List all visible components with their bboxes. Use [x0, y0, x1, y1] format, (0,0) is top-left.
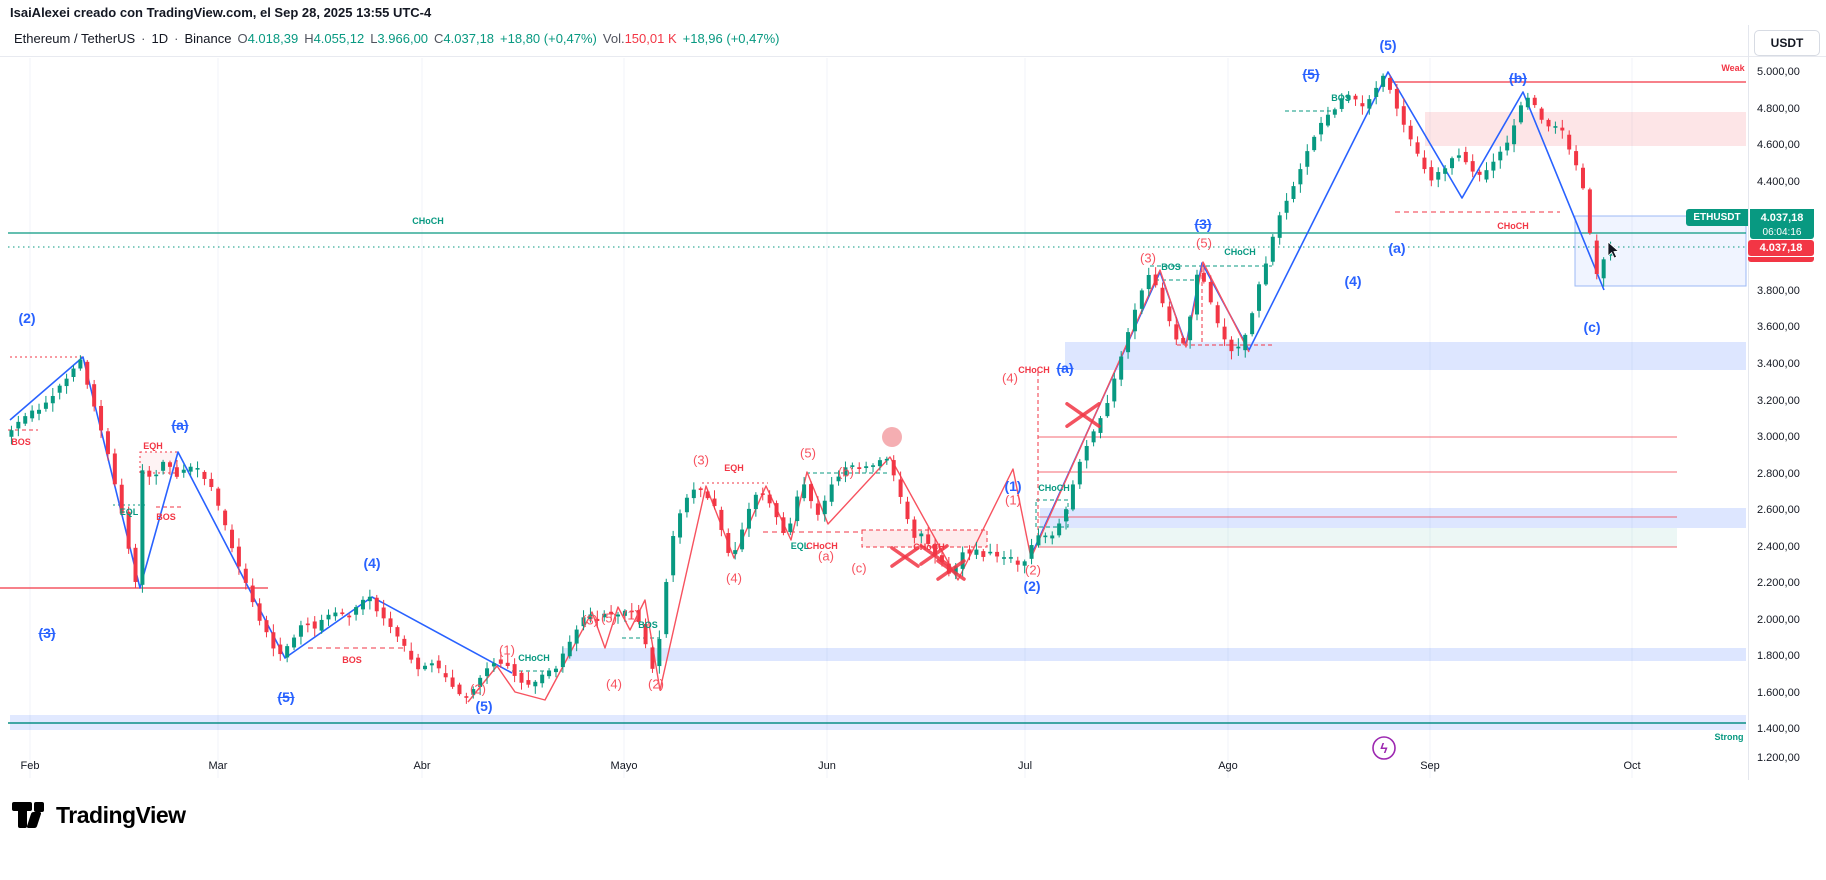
tradingview-logo-icon: [12, 800, 48, 830]
header-divider: [0, 56, 1826, 57]
price-axis-label[interactable]: 3.400,00: [1757, 358, 1800, 370]
time-axis-label[interactable]: Oct: [1623, 760, 1641, 772]
attribution-text: IsaiAlexei creado con TradingView.com, e…: [10, 5, 432, 20]
tradingview-logo-text: TradingView: [56, 801, 186, 828]
separator: ·: [174, 31, 179, 46]
price-axis-label[interactable]: 1.400,00: [1757, 723, 1800, 735]
invalidation-x-mark[interactable]: [919, 544, 949, 566]
supply-demand-zone[interactable]: [562, 648, 1746, 661]
time-axis-label[interactable]: Feb: [20, 760, 40, 772]
symbol-price-label: ETHUSDT: [1686, 209, 1748, 226]
time-axis-label[interactable]: Sep: [1420, 760, 1440, 772]
separator: ·: [141, 31, 146, 46]
invalidation-x-mark[interactable]: [890, 546, 920, 568]
price-axis-label[interactable]: 4.400,00: [1757, 176, 1800, 188]
price-axis-label[interactable]: 2.200,00: [1757, 577, 1800, 589]
circle-mark[interactable]: [882, 427, 902, 447]
elliott-wave-line[interactable]: [9, 356, 513, 674]
tradingview-logo[interactable]: TradingView: [12, 800, 186, 830]
time-axis-label[interactable]: Jun: [818, 760, 836, 772]
price-axis-label[interactable]: 5.000,00: [1757, 66, 1800, 78]
volume: Vol.150,01 K: [602, 31, 677, 46]
price-axis-label[interactable]: 2.800,00: [1757, 468, 1800, 480]
time-axis-label[interactable]: Mar: [208, 760, 228, 772]
price-axis-label[interactable]: 3.600,00: [1757, 321, 1800, 333]
time-axis-label[interactable]: Abr: [413, 760, 431, 772]
time-axis-label[interactable]: Mayo: [610, 760, 638, 772]
mouse-cursor: [1607, 241, 1620, 259]
price-axis-label[interactable]: 3.200,00: [1757, 395, 1800, 407]
ohlc-open: O4.018,39: [237, 31, 299, 46]
supply-demand-zone[interactable]: [861, 529, 988, 548]
lightning-icon[interactable]: ϟ: [1372, 736, 1396, 760]
price-axis-label[interactable]: 4.600,00: [1757, 139, 1800, 151]
price-axis-divider: [1748, 25, 1749, 780]
supply-demand-zone[interactable]: [1040, 528, 1677, 547]
invalidation-x-mark[interactable]: [1065, 402, 1101, 428]
invalidation-x-mark[interactable]: [936, 559, 966, 581]
price-axis-label[interactable]: 3.800,00: [1757, 285, 1800, 297]
price-axis-label[interactable]: 1.200,00: [1757, 752, 1800, 764]
exchange-name: Binance: [184, 31, 232, 46]
ohlc-high: H4.055,12: [304, 31, 365, 46]
supply-demand-zone[interactable]: [1574, 215, 1747, 287]
ohlc-low: L3.966,00: [370, 31, 429, 46]
currency-toggle-button[interactable]: USDT: [1754, 30, 1820, 56]
svg-text:ϟ: ϟ: [1380, 740, 1388, 756]
time-axis-label[interactable]: Ago: [1218, 760, 1238, 772]
price-axis-label[interactable]: 2.600,00: [1757, 504, 1800, 516]
interval-selector[interactable]: 1D: [151, 31, 169, 46]
price-axis-label[interactable]: 2.400,00: [1757, 541, 1800, 553]
last-price-label: 4.037,18: [1750, 209, 1814, 226]
volume-change: +18,96 (+0,47%): [682, 31, 780, 46]
ohlc-close: C4.037,18: [434, 31, 495, 46]
price-axis-label[interactable]: 1.600,00: [1757, 687, 1800, 699]
countdown-price-label: 4.037,18: [1748, 240, 1814, 256]
candlestick-series: [9, 73, 1613, 704]
price-change: +18,80 (+0,47%): [500, 31, 597, 46]
symbol-title[interactable]: Ethereum / TetherUS: [14, 31, 136, 46]
chart-header: Ethereum / TetherUS · 1D · Binance O4.01…: [14, 31, 779, 46]
elliott-wave-line[interactable]: [467, 261, 1250, 703]
price-axis-label[interactable]: 4.800,00: [1757, 103, 1800, 115]
supply-demand-zone[interactable]: [1040, 508, 1746, 528]
price-axis-label[interactable]: 3.000,00: [1757, 431, 1800, 443]
bar-countdown-label: 06:04:16: [1750, 226, 1814, 239]
supply-demand-zone[interactable]: [1065, 342, 1746, 370]
price-axis-label[interactable]: 2.000,00: [1757, 614, 1800, 626]
supply-demand-zone[interactable]: [1425, 112, 1746, 146]
clipped-price-label: [1748, 257, 1814, 262]
price-axis-label[interactable]: 1.800,00: [1757, 650, 1800, 662]
time-axis-label[interactable]: Jul: [1017, 760, 1033, 772]
